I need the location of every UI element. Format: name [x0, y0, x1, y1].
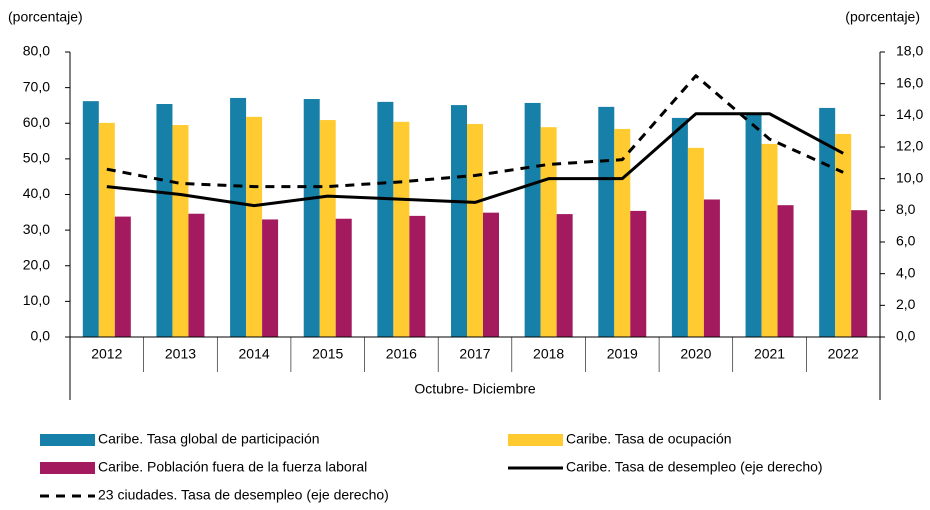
y2-tick-label: 2,0	[896, 296, 916, 312]
bar	[246, 116, 263, 338]
bar	[393, 121, 410, 337]
bar	[188, 213, 205, 337]
y-tick-label: 40,0	[23, 185, 50, 201]
bar	[540, 127, 557, 337]
y2-tick-label: 8,0	[896, 201, 916, 217]
x-tick-label: 2017	[459, 346, 490, 362]
bar	[377, 101, 394, 337]
y-tick-label: 80,0	[23, 43, 50, 59]
y-tick-label: 30,0	[23, 221, 50, 237]
legend-label: 23 ciudades. Tasa de desempleo (eje dere…	[98, 487, 389, 503]
legend-swatch	[508, 434, 563, 446]
legend-swatch	[40, 434, 95, 446]
y2-tick-label: 16,0	[896, 74, 923, 90]
bar	[835, 133, 852, 337]
bar	[467, 123, 483, 338]
y-tick-label: 50,0	[23, 150, 50, 166]
bar	[614, 128, 631, 337]
x-tick-label: 2015	[312, 346, 343, 362]
y2-tick-label: 10,0	[896, 169, 923, 185]
bar	[703, 199, 720, 337]
bar	[409, 215, 426, 337]
x-tick-label: 2022	[828, 346, 859, 362]
legend-label: Caribe. Población fuera de la fuerza lab…	[98, 459, 367, 475]
y-tick-label: 10,0	[23, 292, 50, 308]
y2-tick-label: 4,0	[896, 264, 916, 280]
x-axis-label: Octubre- Diciembre	[414, 381, 536, 397]
legend-label: Caribe. Tasa global de participación	[98, 431, 320, 447]
line	[106, 112, 844, 208]
bar	[156, 104, 173, 337]
x-tick-label: 2012	[91, 346, 122, 362]
bar	[745, 112, 762, 337]
bar	[483, 212, 499, 337]
y-tick-label: 60,0	[23, 114, 50, 130]
bar	[82, 101, 99, 337]
bar	[335, 218, 352, 337]
bar	[262, 219, 279, 337]
bar	[172, 125, 189, 337]
bar	[230, 97, 247, 337]
y2-tick-label: 18,0	[896, 43, 923, 59]
y2-tick-label: 14,0	[896, 106, 923, 122]
x-tick-label: 2014	[239, 346, 270, 362]
y-tick-label: 0,0	[31, 328, 51, 344]
bar	[98, 122, 115, 337]
y2-tick-label: 0,0	[896, 328, 916, 344]
bar	[851, 210, 868, 337]
x-tick-label: 2018	[533, 346, 564, 362]
bar	[598, 106, 615, 337]
x-tick-label: 2019	[607, 346, 638, 362]
line	[106, 74, 844, 189]
legend-label: Caribe. Tasa de ocupación	[566, 431, 732, 447]
bar	[303, 99, 320, 338]
bar	[319, 120, 336, 337]
bar	[556, 214, 573, 337]
bar	[114, 216, 131, 337]
legend-swatch	[40, 462, 95, 474]
bar	[819, 107, 836, 338]
x-tick-label: 2021	[754, 346, 785, 362]
y2-tick-label: 6,0	[896, 233, 916, 249]
bar	[630, 210, 647, 337]
y2-tick-label: 12,0	[896, 138, 923, 154]
bar	[761, 143, 778, 337]
y-tick-label: 20,0	[23, 256, 50, 272]
x-tick-label: 2013	[165, 346, 196, 362]
bar	[671, 117, 688, 337]
legend-label: Caribe. Tasa de desempleo (eje derecho)	[566, 459, 823, 475]
y2-axis-label: (porcentaje)	[845, 9, 920, 25]
bar	[524, 102, 541, 337]
x-tick-label: 2016	[386, 346, 417, 362]
y-tick-label: 70,0	[23, 78, 50, 94]
x-tick-label: 2020	[680, 346, 711, 362]
bar	[687, 147, 704, 337]
bar	[451, 105, 467, 337]
y-axis-label: (porcentaje)	[8, 9, 83, 25]
bar	[777, 205, 794, 337]
